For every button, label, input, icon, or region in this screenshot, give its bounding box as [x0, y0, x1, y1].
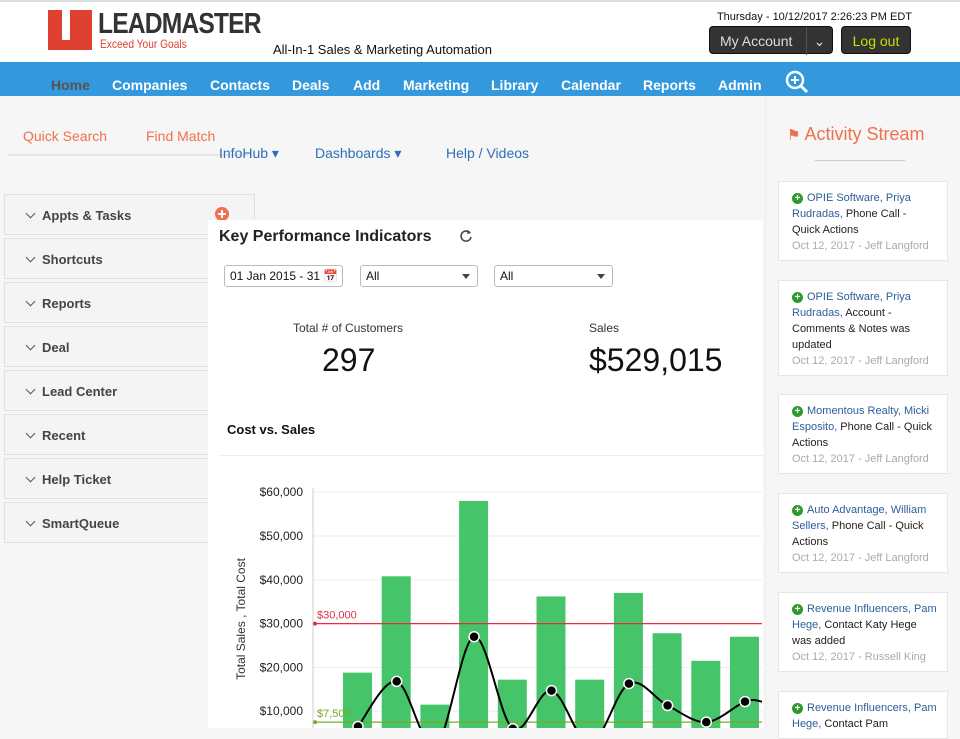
logout-button[interactable]: Log out — [841, 26, 911, 54]
nav-deals[interactable]: Deals — [292, 77, 330, 93]
infohub-dropdown[interactable]: InfoHub ▾ — [219, 145, 279, 161]
y-tick-label: $30,000 — [260, 617, 304, 631]
kpi-title: Key Performance Indicators — [219, 228, 432, 245]
customers-label: Total # of Customers — [293, 321, 404, 335]
bar — [575, 679, 605, 728]
nav-admin[interactable]: Admin — [718, 77, 762, 93]
activity-item: + Momentous Realty, Micki Esposito, Phone… — [778, 394, 948, 474]
activity-item: + OPIE Software, Priya Rudradas, Phone Ca… — [778, 181, 948, 261]
my-account-label: My Account — [720, 33, 793, 49]
nav-add[interactable]: Add — [353, 77, 381, 93]
y-tick-label: $10,000 — [260, 704, 304, 718]
reference-dot — [313, 621, 317, 626]
plus-circle-icon: + — [792, 505, 803, 516]
chevron-down-icon — [25, 384, 36, 395]
nav-marketing[interactable]: Marketing — [403, 77, 470, 93]
y-axis-label: Total Sales , Total Cost — [234, 558, 248, 680]
bar — [459, 500, 489, 728]
bar — [613, 592, 643, 728]
line-point — [739, 695, 751, 708]
datetime: Thursday - 10/12/2017 2:26:23 PM EDT — [716, 11, 912, 23]
cost-vs-sales-chart: $10,000 $20,000 $30,000 $40,000 $50,000 $60,0… — [260, 485, 763, 728]
divider — [218, 455, 763, 456]
refresh-icon[interactable] — [459, 229, 473, 243]
filter-select-1[interactable]: All — [360, 265, 478, 287]
y-tick-label: $40,000 — [260, 573, 304, 587]
y-tick-label: $60,000 — [260, 485, 304, 499]
nav-contacts[interactable]: Contacts — [210, 77, 270, 93]
sales-label: Sales — [589, 321, 620, 335]
quick-search-tab[interactable]: Quick Search — [23, 128, 108, 144]
zoom-search-icon[interactable] — [784, 69, 810, 95]
plus-circle-icon: + — [792, 292, 803, 303]
bar — [343, 672, 372, 728]
line-point — [545, 684, 558, 697]
chevron-down-icon — [25, 516, 36, 527]
chevron-down-icon — [25, 472, 36, 483]
y-tick-label: $50,000 — [260, 529, 304, 543]
logo-icon[interactable] — [48, 10, 92, 50]
dashboards-dropdown[interactable]: Dashboards ▾ — [315, 145, 402, 161]
chevron-down-icon — [25, 428, 36, 439]
nav-reports[interactable]: Reports — [643, 77, 696, 93]
bar — [730, 636, 759, 728]
nav-companies[interactable]: Companies — [112, 77, 188, 93]
nav-home[interactable]: Home — [51, 77, 90, 93]
chevron-down-icon[interactable]: ⌄ — [806, 27, 832, 55]
main-nav — [0, 62, 960, 96]
logo-text[interactable]: LEADMASTER — [98, 8, 262, 40]
bar — [381, 576, 411, 728]
activity-item: + Auto Advantage, William Sellers, Phone … — [778, 493, 948, 573]
line-point — [468, 630, 480, 643]
tagline: All-In-1 Sales & Marketing Automation — [273, 42, 492, 57]
chevron-down-icon — [25, 340, 36, 351]
sales-value: $529,015 — [589, 342, 723, 378]
logo-tagline: Exceed Your Goals — [100, 37, 187, 51]
date-range-picker[interactable]: 01 Jan 2015 - 31 📅 — [224, 265, 343, 287]
bar — [652, 633, 682, 728]
line-point — [700, 716, 713, 728]
line-point — [507, 722, 519, 728]
nav-calendar[interactable]: Calendar — [561, 77, 621, 93]
chevron-down-icon — [25, 296, 36, 307]
plus-circle-icon: + — [792, 193, 803, 204]
reference-label: $7,500 — [317, 708, 351, 720]
reference-dot — [313, 720, 317, 725]
line-point — [352, 720, 364, 728]
y-tick-label: $20,000 — [260, 660, 304, 674]
bar — [536, 596, 566, 728]
activity-stream-title: ⚑ Activity Stream — [787, 124, 925, 144]
flag-icon: ⚑ — [787, 127, 801, 144]
line-point — [661, 699, 674, 712]
chevron-down-icon — [25, 252, 36, 263]
bar — [497, 679, 527, 728]
activity-item: + Revenue Influencers, Pam Hege, Contact … — [778, 691, 948, 739]
help-videos-link[interactable]: Help / Videos — [446, 145, 530, 161]
nav-library[interactable]: Library — [491, 77, 539, 93]
activity-item: + OPIE Software, Priya Rudradas, Account … — [778, 280, 948, 376]
chevron-down-icon — [25, 208, 36, 219]
sidebar-search-tabs: Quick Search Find Match — [8, 120, 248, 156]
line-point — [390, 675, 403, 688]
activity-item: + Revenue Influencers, Pam Hege, Contact … — [778, 592, 948, 672]
plus-circle-icon: + — [792, 406, 803, 417]
customers-value: 297 — [322, 342, 376, 378]
find-match-tab[interactable]: Find Match — [146, 128, 216, 144]
plus-circle-icon: + — [792, 604, 803, 615]
reference-label: $30,000 — [317, 610, 357, 622]
my-account-button[interactable]: My Account ⌄ — [709, 26, 833, 55]
divider — [815, 160, 905, 161]
add-appointment-icon[interactable] — [215, 207, 229, 221]
chart-title: Cost vs. Sales — [227, 422, 316, 437]
filter-select-2[interactable]: All — [494, 265, 613, 287]
calendar-icon: 📅 — [323, 269, 338, 283]
plus-circle-icon: + — [792, 703, 803, 714]
line-point — [623, 677, 635, 690]
